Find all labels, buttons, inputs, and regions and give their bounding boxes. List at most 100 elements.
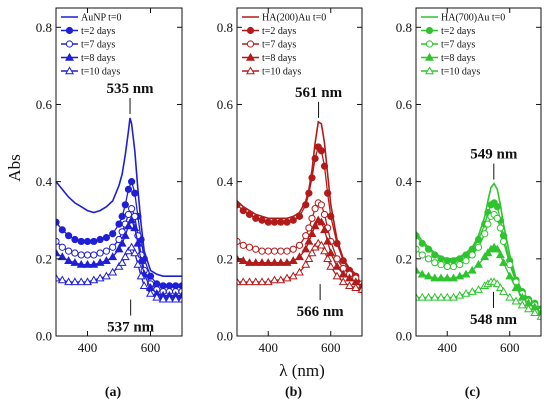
data-point (263, 277, 273, 286)
legend-marker (65, 66, 74, 75)
legend-label: t=2 days (441, 26, 475, 37)
data-point (484, 220, 492, 228)
data-point (238, 277, 248, 286)
data-point (311, 154, 319, 163)
data-point (493, 214, 501, 222)
data-point (320, 162, 329, 170)
data-point (237, 277, 242, 286)
legend-label: t=7 days (262, 40, 296, 51)
y-tick-label: 0.0 (217, 329, 233, 344)
y-tick-label: 0.4 (217, 174, 234, 189)
data-point (108, 252, 118, 261)
data-point (308, 214, 316, 222)
data-point (83, 237, 92, 246)
legend-marker (425, 40, 434, 48)
data-point (492, 244, 502, 253)
panel-2: 0.0 0.2 0.4 0.6 0.8 400 600 HA(200)Au t=0 t=2 da… (217, 7, 363, 400)
data-point (133, 260, 143, 268)
data-point (481, 230, 489, 238)
series-4 (56, 215, 182, 299)
data-point (64, 256, 74, 264)
data-point (270, 247, 279, 255)
data-point (304, 236, 314, 245)
data-point (277, 247, 285, 255)
data-point (443, 257, 451, 265)
series-4 (237, 215, 362, 290)
data-point (317, 147, 325, 155)
data-point (128, 178, 136, 186)
data-point (357, 285, 362, 293)
data-point (123, 246, 133, 255)
y-tick-label: 0.8 (396, 20, 412, 35)
data-point (109, 243, 117, 251)
data-point (338, 277, 348, 286)
data-point (127, 242, 137, 251)
legend-label: t=2 days (81, 26, 115, 37)
legend-label: t=7 days (81, 40, 115, 51)
data-point (245, 277, 254, 286)
data-point (102, 247, 111, 255)
data-point (120, 231, 130, 239)
data-point (418, 239, 426, 247)
data-point (455, 290, 465, 299)
data-point (239, 241, 247, 249)
y-tick-label: 0.8 (217, 20, 233, 35)
legend: HA(700)Au t=0 t=2 days t=7 days t=8 days t=1… (421, 13, 505, 78)
data-point (418, 251, 426, 259)
data-point (456, 255, 464, 263)
data-point (416, 265, 421, 274)
data-point (505, 271, 515, 280)
data-point (495, 283, 505, 291)
data-point (70, 258, 80, 266)
data-point (57, 275, 67, 284)
data-point (238, 256, 248, 264)
legend-marker (425, 52, 434, 61)
legend-marker (246, 26, 255, 35)
data-point (320, 225, 329, 234)
data-point (449, 262, 458, 271)
series-5 (416, 277, 541, 320)
data-point (258, 216, 266, 224)
data-point (120, 252, 130, 261)
data-point (101, 256, 111, 264)
data-point (117, 238, 127, 247)
data-point (58, 243, 66, 251)
data-point (117, 258, 127, 266)
data-point (146, 288, 155, 297)
data-point (83, 251, 92, 259)
data-point (327, 212, 335, 220)
data-point (461, 288, 471, 297)
data-point (461, 269, 471, 278)
data-point (283, 218, 291, 226)
plot-frame (55, 7, 183, 337)
data-point (467, 265, 477, 274)
data-point (295, 252, 304, 261)
data-point (171, 294, 181, 303)
data-point (56, 273, 61, 282)
data-point (70, 277, 80, 286)
data-point (257, 277, 267, 286)
data-point (71, 249, 79, 257)
data-point (282, 258, 292, 266)
data-point (474, 260, 483, 268)
data-point (131, 189, 139, 197)
y-tick-label: 0.6 (396, 97, 413, 112)
data-point (455, 271, 465, 280)
data-point (245, 258, 254, 266)
data-point (295, 212, 304, 220)
data-point (114, 261, 124, 270)
x-tick-label: 400 (78, 340, 98, 355)
data-point (277, 218, 285, 226)
data-point (339, 257, 347, 265)
data-point (511, 283, 521, 291)
series-3 (416, 210, 541, 315)
data-point (424, 255, 433, 263)
data-point (311, 205, 319, 213)
data-point (338, 269, 348, 278)
data-point (65, 247, 73, 255)
legend-marker (65, 40, 74, 48)
data-point (506, 261, 514, 269)
data-point (449, 292, 458, 301)
data-point (282, 273, 292, 282)
